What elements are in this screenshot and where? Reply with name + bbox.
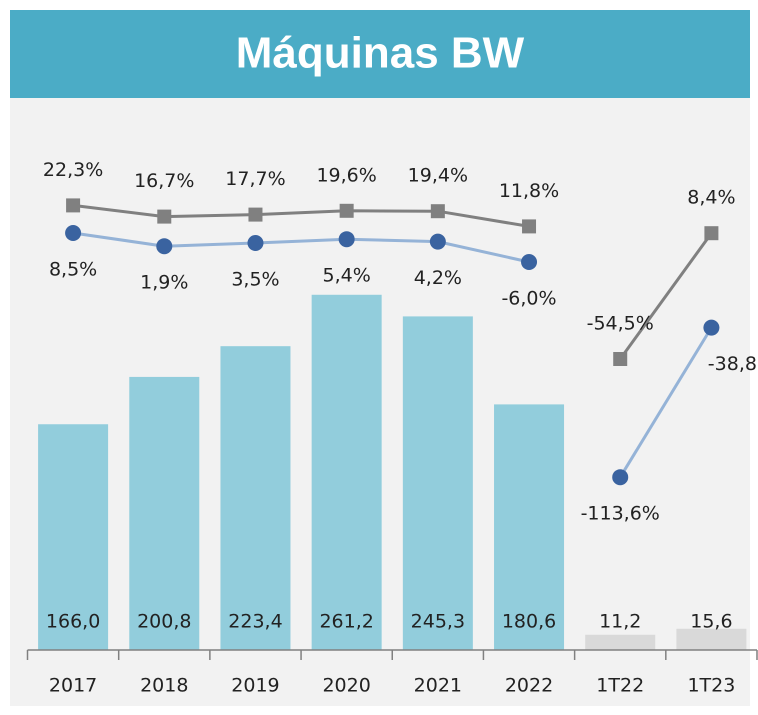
line-value-label: -38,8% (708, 353, 758, 375)
bar (129, 376, 200, 650)
bar (585, 634, 656, 650)
line (618, 326, 713, 478)
marker (703, 319, 720, 336)
line-value-label: 4,2% (414, 267, 462, 289)
bar-value-label: 166,0 (46, 611, 100, 633)
marker (156, 238, 173, 255)
line-value-label: 22,3% (43, 159, 103, 181)
line-value-label: 5,4% (323, 265, 371, 287)
bar (220, 346, 291, 650)
bar-value-label: 15,6 (690, 611, 732, 633)
x-tick-label: 1T23 (687, 675, 735, 697)
line-value-label: 16,7% (134, 170, 194, 192)
title-bar (10, 10, 750, 98)
marker (612, 469, 629, 486)
x-tick-label: 2022 (505, 675, 553, 697)
bar (402, 316, 473, 650)
x-tick-label: 1T22 (596, 675, 644, 697)
line-value-label: 3,5% (231, 269, 279, 291)
marker (613, 352, 628, 366)
bar (38, 424, 109, 650)
marker (430, 204, 445, 219)
x-tick-label: 2020 (322, 675, 370, 697)
marker (338, 231, 355, 248)
x-tick-label: 2021 (414, 675, 462, 697)
x-tick-label: 2017 (49, 675, 97, 697)
marker (157, 209, 172, 224)
line-value-label: -6,0% (501, 288, 556, 310)
line-value-label: 8,5% (49, 259, 97, 281)
x-tick-label: 2018 (140, 675, 188, 697)
marker (339, 203, 354, 218)
line (72, 203, 530, 228)
marker (704, 226, 719, 241)
line (72, 231, 530, 264)
marker (521, 254, 538, 270)
bar (311, 294, 382, 650)
line-value-label: -54,5% (587, 313, 654, 335)
line-value-label: 19,4% (408, 165, 468, 187)
line-value-label: 8,4% (687, 187, 735, 209)
bar-value-label: 261,2 (319, 611, 373, 633)
line-value-label: 1,9% (140, 272, 188, 294)
x-tick-label: 2019 (231, 675, 279, 697)
marker (247, 235, 264, 251)
line-value-label: -113,6% (581, 503, 660, 525)
bar-value-label: 245,3 (411, 611, 465, 633)
line (619, 232, 713, 360)
marker (522, 219, 537, 234)
bar (676, 628, 747, 650)
line-value-label: 17,7% (225, 168, 285, 190)
chart-title: Máquinas BW (236, 29, 525, 78)
bar-value-label: 11,2 (599, 611, 641, 633)
marker (65, 225, 82, 241)
bar-value-label: 200,8 (137, 611, 191, 633)
bar (494, 404, 565, 650)
line-value-label: 19,6% (316, 164, 376, 186)
marker (66, 198, 81, 213)
bar-value-label: 180,6 (502, 611, 556, 633)
line-value-label: 11,8% (499, 180, 559, 202)
marker (248, 207, 263, 222)
marker (429, 233, 446, 250)
bar-value-label: 223,4 (228, 611, 282, 633)
